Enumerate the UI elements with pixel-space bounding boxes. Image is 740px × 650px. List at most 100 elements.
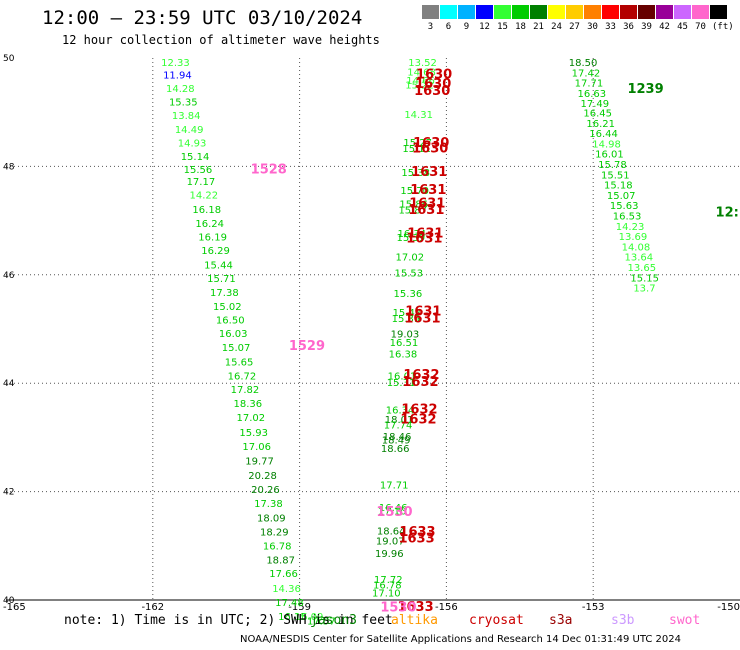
swh-label: 14.49	[175, 125, 204, 136]
swh-label: 19.77	[245, 457, 274, 468]
swh-label: 17.06	[242, 442, 271, 453]
swh-label: 15.22	[405, 80, 434, 91]
swh-label: 15.02	[213, 302, 242, 313]
swh-label: 15.65	[225, 357, 254, 368]
legend-swatch	[548, 5, 565, 19]
swh-label: 14.23	[616, 222, 645, 233]
swh-label: 16.01	[595, 150, 624, 161]
swh-label: 17.17	[187, 177, 216, 188]
swh-label: 16.78	[373, 581, 402, 592]
swh-label: 13.7	[633, 284, 655, 295]
footer-note: note: 1) Time is in UTC; 2) SWH is in fe…	[64, 613, 393, 628]
swh-label: 13.52	[408, 58, 437, 69]
pass-time-label: 1528	[251, 162, 287, 177]
legend-label: 12	[479, 22, 490, 32]
swh-label: 15.71	[207, 274, 236, 285]
swh-label: 15.07	[607, 191, 636, 202]
swh-label: 15.38	[401, 168, 430, 179]
swh-label: 14.36	[272, 584, 301, 595]
swh-label: 16.15	[278, 612, 307, 623]
pass-time-label: 1631	[409, 197, 445, 212]
pass-time-label: 1630	[416, 68, 452, 83]
swh-label: 15.63	[610, 201, 639, 212]
lon-tick-label: -156	[435, 602, 458, 613]
swh-label: 15.07	[222, 343, 251, 354]
swh-label: 17.82	[231, 385, 260, 396]
lon-tick-label: -159	[288, 602, 311, 613]
legend-swatch	[638, 5, 655, 19]
pass-time-label: 1631	[407, 226, 443, 241]
swh-label: 15.18	[604, 181, 633, 192]
satellite-altika: altika	[391, 613, 438, 628]
legend-label: 18	[515, 22, 526, 32]
lon-tick-label: -153	[582, 602, 605, 613]
swh-label: 15.86	[399, 200, 428, 211]
swh-label: 15.70	[400, 186, 429, 197]
map-grid	[6, 58, 740, 601]
pass-time-label: 1239	[627, 82, 663, 97]
wave-height-points: 12.33 11.94 14.28 15.35 13.84 14.49 14.93 15.14…	[161, 58, 659, 627]
pass-time-label: 1630	[414, 84, 450, 99]
pass-time-label: 1631	[405, 304, 441, 319]
swh-label: 15.44	[204, 260, 233, 271]
legend-swatch	[710, 5, 727, 19]
swh-label: 15.56	[184, 165, 213, 176]
swh-label: 16.72	[228, 371, 257, 382]
swh-label: 15.51	[601, 170, 630, 181]
satellite-jason3: jason3	[310, 613, 357, 628]
swh-label: 18.46	[383, 432, 412, 443]
satellite-cryosat: cryosat	[469, 613, 524, 628]
satellite-s3a: s3a	[549, 613, 573, 628]
swh-label: 15.31	[387, 378, 416, 389]
swh-label: 14.31	[404, 110, 433, 121]
swh-label: 17.49	[580, 99, 609, 110]
swh-label: 19.96	[375, 549, 404, 560]
pass-time-label: 1530	[380, 600, 416, 615]
pass-time-label: 1630	[415, 77, 451, 92]
swh-label: 13.84	[172, 111, 201, 122]
swh-label: 16.53	[613, 212, 642, 223]
lat-tick-label: 46	[3, 271, 15, 281]
legend-swatch	[620, 5, 637, 19]
pass-time-label: 1631	[404, 311, 440, 326]
page-subtitle: 12 hour collection of altimeter wave hei…	[62, 33, 380, 47]
swh-label: 18.66	[381, 444, 410, 455]
swh-label: 18.49	[382, 435, 411, 446]
legend-label: 6	[445, 22, 452, 32]
swh-label: 16.19	[198, 233, 227, 244]
swh-label: 17.74	[384, 421, 413, 432]
legend-swatch	[512, 5, 529, 19]
swh-label: 19.03	[391, 330, 420, 341]
swh-label: 20.26	[251, 485, 280, 496]
swh-label: 16.45	[583, 109, 612, 120]
legend-swatch	[476, 5, 493, 19]
swh-label: 17.66	[269, 569, 298, 580]
legend-label: 70	[695, 22, 706, 32]
lat-tick-label: 44	[3, 379, 15, 389]
legend-swatch	[422, 5, 439, 19]
legend-label: 39	[641, 22, 652, 32]
pass-time-labels: 1630163016301630163016311631163116311631…	[251, 68, 739, 616]
swh-label: 19.07	[376, 537, 405, 548]
pass-time-label: 1633	[397, 600, 433, 615]
pass-time-label: 1529	[289, 339, 325, 354]
swh-label: 17.38	[210, 288, 239, 299]
swh-label: 17.02	[396, 253, 425, 264]
swh-label: 17.10	[378, 506, 407, 517]
swh-label: 15.14	[181, 152, 210, 163]
swh-label: 17.57	[307, 616, 336, 627]
swh-label: 16.34	[397, 229, 426, 240]
swh-label: 18.87	[266, 556, 295, 567]
swh-label: 16.21	[586, 119, 615, 130]
legend-label: 33	[605, 22, 616, 32]
swh-label: 15.47	[393, 308, 422, 319]
legend-swatch	[458, 5, 475, 19]
pass-time-label: 1631	[406, 231, 442, 246]
lon-tick-label: -150	[717, 602, 740, 613]
legend-swatch	[440, 5, 457, 19]
legend-label: 24	[551, 22, 562, 32]
swh-label: 14.68	[407, 67, 436, 78]
swh-label: 15.53	[395, 268, 424, 279]
swh-label: 18.50	[569, 58, 598, 69]
